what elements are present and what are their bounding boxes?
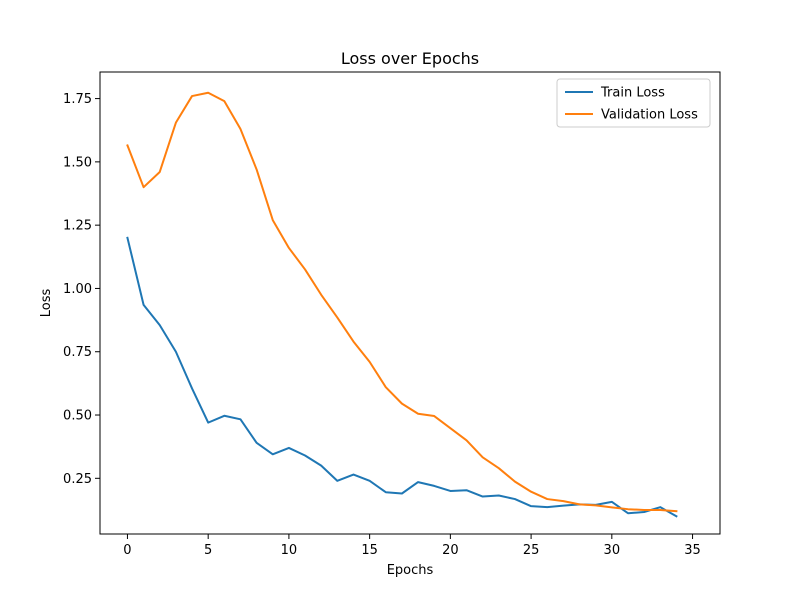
- legend: Train Loss Validation Loss: [556, 78, 711, 128]
- x-axis-label: Epochs: [387, 563, 434, 578]
- x-tick-label: 30: [604, 543, 621, 558]
- chart-title: Loss over Epochs: [341, 49, 479, 68]
- series-line-train-loss: [126, 236, 678, 518]
- x-tick-label: 15: [361, 543, 378, 558]
- x-tick-label: 5: [204, 543, 212, 558]
- y-tick-label: 1.75: [63, 92, 92, 107]
- y-tick-label: 1.50: [63, 155, 92, 170]
- axes-frame: [99, 71, 721, 535]
- y-tick-label: 1.00: [63, 282, 92, 297]
- y-tick-label: 0.75: [63, 345, 92, 360]
- y-axis-label: Loss: [39, 289, 54, 318]
- x-tick-label: 20: [442, 543, 459, 558]
- x-tick-label: 0: [123, 543, 131, 558]
- series-layer: [126, 91, 678, 518]
- y-axis-ticks: 0.25 0.50 0.75 1.00 1.25 1.50 1.75: [63, 92, 100, 487]
- x-tick-label: 35: [684, 543, 701, 558]
- legend-label: Validation Loss: [601, 108, 698, 123]
- legend-box: [556, 78, 711, 128]
- y-tick-label: 0.25: [63, 472, 92, 487]
- y-tick-label: 0.50: [63, 409, 92, 424]
- x-tick-label: 10: [281, 543, 298, 558]
- series-line-validation-loss: [126, 91, 678, 513]
- x-axis-ticks: 0 5 10 15 20 25 30 35: [123, 534, 701, 558]
- x-tick-label: 25: [523, 543, 540, 558]
- y-tick-label: 1.25: [63, 219, 92, 234]
- legend-label: Train Loss: [600, 86, 665, 101]
